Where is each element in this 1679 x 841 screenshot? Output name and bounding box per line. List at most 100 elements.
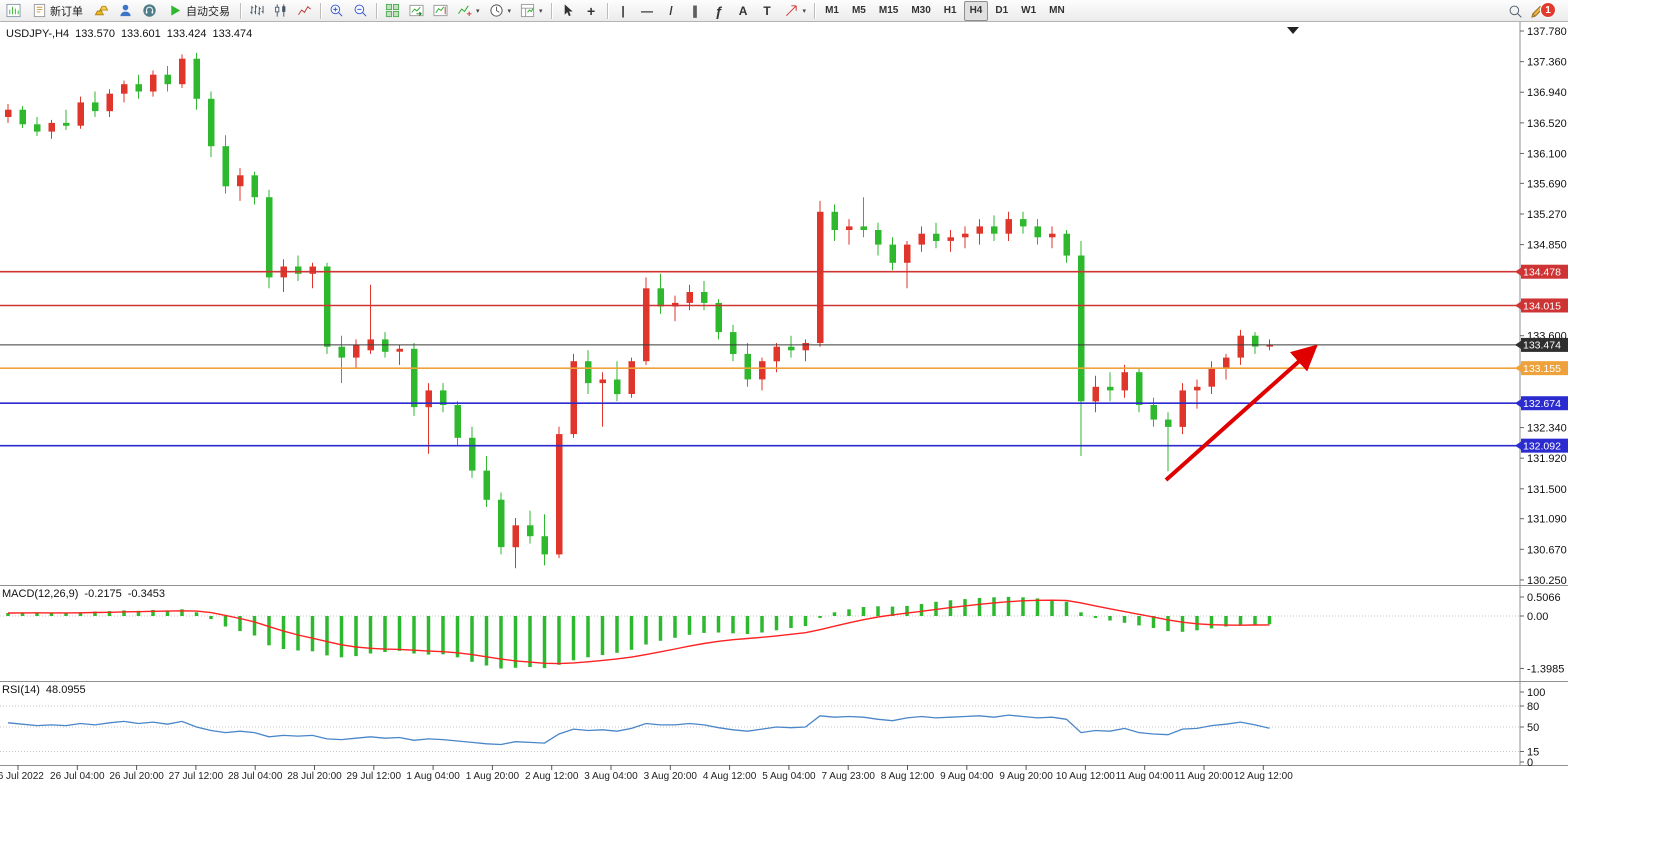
rsi-line bbox=[7, 714, 1270, 746]
price-badge-arrow bbox=[1515, 301, 1521, 310]
zoom-in-button[interactable] bbox=[325, 1, 348, 21]
timeframe-m1-button[interactable]: M1 bbox=[819, 1, 845, 21]
tile-windows-icon bbox=[385, 3, 400, 18]
rsi-tick-label: 15 bbox=[1527, 747, 1539, 759]
new-order-label: 新订单 bbox=[50, 5, 83, 18]
templates-button[interactable]: ▾ bbox=[516, 1, 547, 21]
time-axis-label: 4 Aug 12:00 bbox=[703, 771, 757, 782]
zoom-out-icon bbox=[354, 4, 367, 17]
timeframe-m30-button[interactable]: M30 bbox=[905, 1, 936, 21]
candle-body bbox=[1049, 233, 1056, 238]
trendline-button[interactable]: / bbox=[660, 1, 683, 21]
price-tick-label: 134.850 bbox=[1527, 240, 1567, 252]
candle-body bbox=[744, 353, 751, 380]
candle-body bbox=[353, 344, 360, 358]
fibonacci-icon: ƒ bbox=[715, 2, 723, 19]
timeframe-w1-button[interactable]: W1 bbox=[1015, 1, 1042, 21]
price-tick-label: 131.090 bbox=[1527, 514, 1567, 526]
channel-button[interactable]: ∥ bbox=[684, 1, 707, 21]
timeframe-m15-button[interactable]: M15 bbox=[873, 1, 904, 21]
price-tick-label: 137.780 bbox=[1527, 26, 1567, 38]
time-axis-label: 28 Jul 20:00 bbox=[287, 771, 342, 782]
new-order-button[interactable]: 新订单 bbox=[26, 1, 89, 21]
candle-body bbox=[585, 361, 592, 384]
chart-shift-icon bbox=[433, 4, 448, 17]
candle-body bbox=[251, 175, 258, 198]
price-tick-label: 130.670 bbox=[1527, 544, 1567, 556]
crosshair-button[interactable]: + bbox=[580, 1, 603, 21]
fibonacci-button[interactable]: ƒ bbox=[708, 1, 731, 21]
candle-body bbox=[1252, 335, 1259, 347]
chevron-down-icon: ▾ bbox=[802, 7, 807, 15]
candle-body bbox=[382, 339, 389, 352]
bar-chart-button[interactable] bbox=[245, 1, 268, 21]
notification-badge[interactable]: 1 bbox=[1540, 2, 1556, 18]
timeframe-h4-button[interactable]: H4 bbox=[963, 0, 989, 21]
indicators-button[interactable]: ▾ bbox=[453, 1, 484, 21]
candle-body bbox=[63, 122, 70, 126]
candlestick-chart-button[interactable] bbox=[269, 1, 292, 21]
time-axis-label: 12 Aug 12:00 bbox=[1234, 771, 1293, 782]
trend-arrow-annotation[interactable] bbox=[1164, 344, 1318, 482]
timeframe-h1-button[interactable]: H1 bbox=[938, 1, 963, 21]
candle-body bbox=[976, 226, 983, 234]
support-button[interactable] bbox=[138, 1, 161, 21]
arrows-icon bbox=[785, 5, 797, 16]
text-button[interactable]: A bbox=[732, 1, 755, 21]
candle-body bbox=[643, 288, 650, 362]
market-button[interactable] bbox=[90, 1, 113, 21]
candle-body bbox=[1121, 372, 1128, 391]
auto-scroll-icon bbox=[409, 4, 424, 17]
timeframe-m5-button[interactable]: M5 bbox=[846, 1, 872, 21]
rsi-header: RSI(14) 48.0955 bbox=[2, 684, 86, 696]
candle-body bbox=[1194, 386, 1201, 391]
candle-body bbox=[1179, 390, 1186, 427]
autotrading-button[interactable]: 自动交易 bbox=[162, 1, 236, 21]
candle-body bbox=[686, 292, 693, 303]
price-badge bbox=[1521, 396, 1568, 411]
candle-body bbox=[92, 102, 99, 112]
candle-body bbox=[541, 536, 548, 555]
candle-body bbox=[817, 211, 824, 343]
time-axis-label: 11 Aug 20:00 bbox=[1175, 771, 1234, 782]
time-axis-label: 28 Jul 04:00 bbox=[228, 771, 283, 782]
candle-body bbox=[933, 233, 940, 241]
candle-body bbox=[556, 434, 563, 555]
candle-body bbox=[962, 233, 969, 238]
time-axis-label: 3 Aug 04:00 bbox=[584, 771, 638, 782]
high-value: 133.601 bbox=[120, 28, 161, 40]
price-tick-label: 131.500 bbox=[1527, 484, 1567, 496]
time-axis-label: 11 Aug 04:00 bbox=[1116, 771, 1175, 782]
search-button[interactable] bbox=[1504, 1, 1527, 21]
candle-body bbox=[324, 266, 331, 347]
macd-value: -0.2175 bbox=[84, 588, 122, 600]
timeframe-mn-button[interactable]: MN bbox=[1043, 1, 1071, 21]
vertical-line-button[interactable]: | bbox=[612, 1, 635, 21]
toolbar-separator bbox=[814, 2, 816, 19]
price-tick-label: 136.520 bbox=[1527, 118, 1567, 130]
cursor-button[interactable] bbox=[556, 1, 579, 21]
price-badge bbox=[1521, 264, 1568, 279]
chart-end-marker[interactable] bbox=[1287, 27, 1299, 34]
chart-window-button[interactable] bbox=[2, 1, 25, 21]
periods-button[interactable]: ▾ bbox=[485, 1, 516, 21]
time-axis-label: 26 Jul 20:00 bbox=[109, 771, 164, 782]
auto-scroll-button[interactable] bbox=[405, 1, 428, 21]
line-chart-button[interactable] bbox=[293, 1, 316, 21]
horizontal-line-button[interactable]: — bbox=[636, 1, 659, 21]
tile-windows-button[interactable] bbox=[381, 1, 404, 21]
chart-shift-button[interactable] bbox=[429, 1, 452, 21]
candle-body bbox=[512, 525, 519, 548]
macd-signal-value: -0.3453 bbox=[127, 588, 166, 600]
candle-body bbox=[614, 379, 621, 395]
timeframe-d1-button[interactable]: D1 bbox=[989, 1, 1014, 21]
arrows-button[interactable]: ▾ bbox=[780, 1, 811, 21]
text-label-button[interactable]: T bbox=[756, 1, 779, 21]
candle-body bbox=[947, 237, 954, 241]
autotrading-play-icon bbox=[171, 5, 181, 16]
zoom-out-button[interactable] bbox=[349, 1, 372, 21]
candlestick-chart-icon bbox=[275, 4, 286, 17]
profile-button[interactable] bbox=[114, 1, 137, 21]
text-label-icon: T bbox=[763, 3, 771, 18]
